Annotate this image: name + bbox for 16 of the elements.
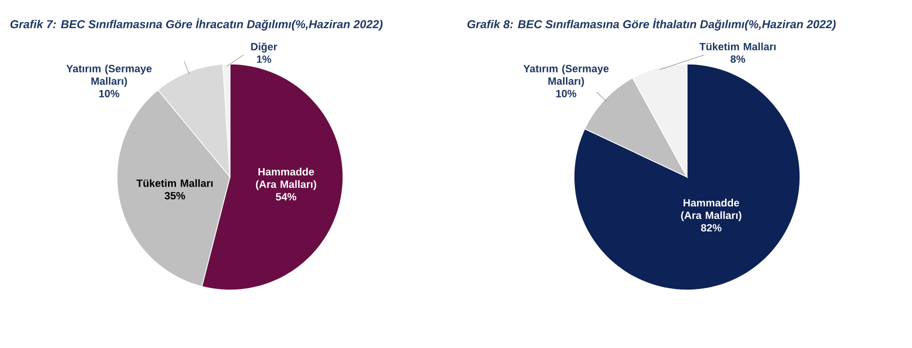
data-label: 10% [99,90,120,98]
chart-title: Grafik 8: BEC Sınıflamasına Göre İthalatın Dağılımı(%,Haziran 2022) [467,18,836,31]
slice-label: Hammadde (Ara Malları) [256,168,316,190]
slice-label: Yatırım (Sermaye Malları) [523,64,609,87]
slice-label: Hammadde (Ara Malları) [681,198,742,222]
data-label: 35% [164,192,186,200]
data-label: 54% [276,193,296,200]
slice-label: Yatırım (Sermaye Malları) [66,64,152,87]
data-label: 82% [701,224,722,232]
chart-title: Grafik 7: BEC Sınıflamasına Göre İhracatın Dağılımı(%,Haziran 2022) [10,18,383,31]
data-label: 10% [556,90,576,98]
slice-label: Diğer [251,42,278,52]
data-label: 1% [256,55,272,63]
slice-label: Tüketim Malları [699,42,776,50]
data-label: 8% [730,55,746,63]
slice-label: Tüketim Malları [136,179,213,187]
